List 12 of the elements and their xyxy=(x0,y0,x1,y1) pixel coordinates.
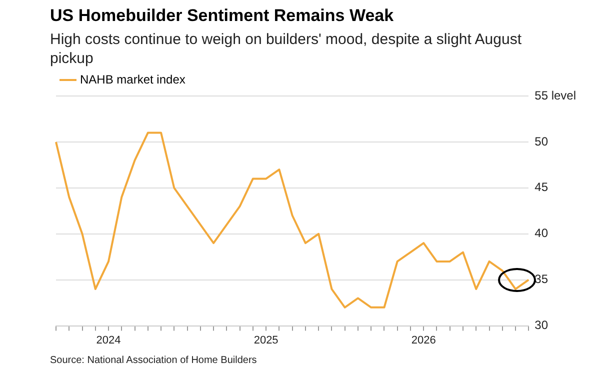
legend-label: NAHB market index xyxy=(80,72,186,86)
chart-subtitle: High costs continue to weigh on builders' mood, despite a slight August pickup xyxy=(50,30,522,68)
source-note: Source: National Association of Home Builders xyxy=(50,355,257,366)
y-tick-label: 50 xyxy=(534,134,548,148)
y-tick-label: 45 xyxy=(534,180,548,194)
x-tick-label: 2024 xyxy=(96,334,121,346)
y-tick-label: 30 xyxy=(534,318,548,332)
x-tick-label: 2025 xyxy=(254,334,278,346)
y-tick-label: 55 level xyxy=(534,88,576,102)
chart-title: US Homebuilder Sentiment Remains Weak xyxy=(50,6,394,26)
y-tick-label: 40 xyxy=(534,226,548,240)
x-tick-label: 2026 xyxy=(411,334,436,346)
